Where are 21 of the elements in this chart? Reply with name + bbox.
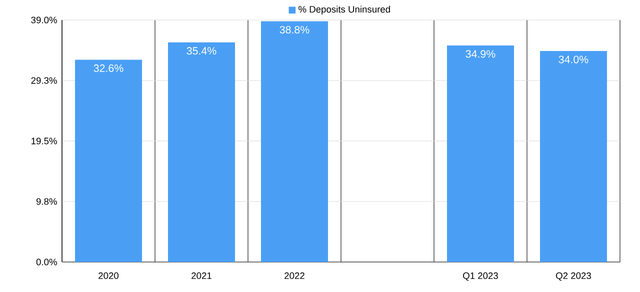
data-label: 32.6% (94, 64, 124, 72)
x-tick-label: 2021 (192, 272, 212, 279)
bar (446, 45, 514, 262)
bar (540, 51, 607, 262)
y-tick-label: 39.0% (31, 16, 57, 24)
y-tick-label: 29.3% (31, 77, 57, 84)
bar (168, 42, 236, 262)
data-label: 34.9% (466, 50, 496, 58)
y-tick-label: 19.5% (32, 138, 57, 144)
x-tick-label: Q1 2023 (463, 272, 498, 281)
data-label: 35.4% (186, 47, 216, 55)
x-tick-label: Q2 2023 (556, 272, 591, 281)
bar (75, 60, 142, 262)
x-tick-label: 2022 (284, 272, 304, 279)
y-tick-label: 9.8% (36, 198, 57, 205)
data-label: 34.0% (558, 56, 588, 64)
bar (261, 21, 328, 262)
legend-label: % Deposits Uninsured (298, 6, 390, 14)
data-label: 38.8% (280, 26, 310, 34)
x-tick-label: 2020 (98, 272, 119, 279)
y-tick-label: 0.0% (36, 258, 57, 266)
